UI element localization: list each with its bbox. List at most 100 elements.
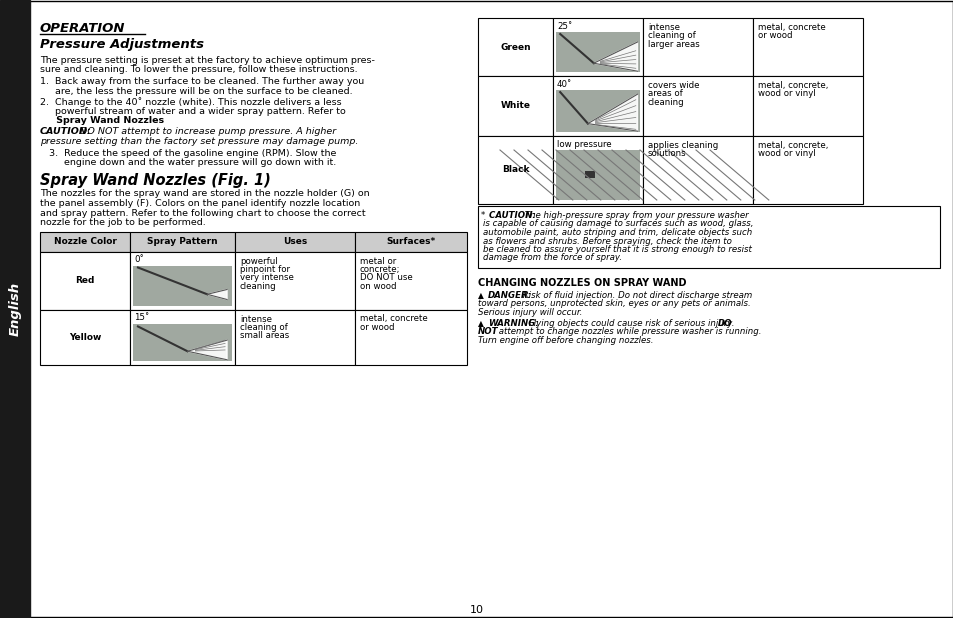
Text: intense: intense <box>240 315 272 323</box>
Bar <box>0 0 30 618</box>
Text: Black: Black <box>501 166 529 174</box>
Text: powerful stream of water and a wider spray pattern. Refer to: powerful stream of water and a wider spr… <box>40 106 345 116</box>
Text: on wood: on wood <box>359 282 396 291</box>
Text: Nozzle Color: Nozzle Color <box>53 237 116 246</box>
Text: metal, concrete,: metal, concrete, <box>758 81 827 90</box>
Text: damage from the force of spray.: damage from the force of spray. <box>482 253 621 263</box>
Text: Turn engine off before changing nozzles.: Turn engine off before changing nozzles. <box>477 336 653 345</box>
Text: pressure setting than the factory set pressure may damage pump.: pressure setting than the factory set pr… <box>40 137 358 146</box>
Bar <box>132 323 232 360</box>
Text: pinpoint for: pinpoint for <box>240 265 290 274</box>
Text: metal, concrete: metal, concrete <box>359 315 427 323</box>
Text: low pressure: low pressure <box>557 140 611 149</box>
Text: Risk of fluid injection. Do not direct discharge stream: Risk of fluid injection. Do not direct d… <box>519 291 752 300</box>
Text: metal, concrete: metal, concrete <box>758 23 825 32</box>
Bar <box>553 76 642 136</box>
Text: Green: Green <box>499 43 530 51</box>
Polygon shape <box>593 42 637 71</box>
Text: and spray pattern. Refer to the following chart to choose the correct: and spray pattern. Refer to the followin… <box>40 208 365 218</box>
Text: larger areas: larger areas <box>647 40 699 49</box>
Text: be cleaned to assure yourself that it is strong enough to resist: be cleaned to assure yourself that it is… <box>482 245 751 254</box>
Text: or wood: or wood <box>359 323 395 332</box>
Text: 1.  Back away from the surface to be cleaned. The further away you: 1. Back away from the surface to be clea… <box>40 77 364 86</box>
Text: applies cleaning: applies cleaning <box>647 141 718 150</box>
Text: The nozzles for the spray wand are stored in the nozzle holder (G) on: The nozzles for the spray wand are store… <box>40 190 369 198</box>
Text: White: White <box>500 101 530 111</box>
Bar <box>556 150 639 200</box>
Text: cleaning: cleaning <box>240 282 276 291</box>
Text: is capable of causing damage to surfaces such as wood, glass,: is capable of causing damage to surfaces… <box>482 219 753 229</box>
Bar <box>752 76 862 136</box>
Text: .: . <box>143 116 146 125</box>
Bar <box>752 136 862 204</box>
Text: ▲: ▲ <box>477 319 483 328</box>
Text: Yellow: Yellow <box>69 332 101 342</box>
Text: Pressure Adjustments: Pressure Adjustments <box>40 38 204 51</box>
Text: cleaning: cleaning <box>647 98 684 107</box>
Text: covers wide: covers wide <box>647 81 699 90</box>
Text: powerful: powerful <box>240 256 277 266</box>
Bar <box>556 32 639 72</box>
Text: wood or vinyl: wood or vinyl <box>758 90 815 98</box>
Text: as flowers and shrubs. Before spraying, check the item to: as flowers and shrubs. Before spraying, … <box>482 237 731 245</box>
Polygon shape <box>207 289 227 300</box>
Bar <box>130 310 234 365</box>
Polygon shape <box>187 340 227 360</box>
Text: 0˚: 0˚ <box>133 255 144 265</box>
Text: NOT: NOT <box>477 328 498 336</box>
Bar <box>40 252 130 310</box>
Text: intense: intense <box>647 23 679 32</box>
Text: very intense: very intense <box>240 274 294 282</box>
Text: The pressure setting is preset at the factory to achieve optimum pres-: The pressure setting is preset at the fa… <box>40 56 375 65</box>
Text: Surfaces*: Surfaces* <box>386 237 436 246</box>
Bar <box>477 76 553 136</box>
Text: CAUTION:: CAUTION: <box>40 127 91 137</box>
Bar <box>355 310 467 365</box>
Bar <box>642 136 752 204</box>
Text: concrete;: concrete; <box>359 265 400 274</box>
Bar <box>477 206 939 268</box>
Text: sure and cleaning. To lower the pressure, follow these instructions.: sure and cleaning. To lower the pressure… <box>40 66 357 75</box>
Text: the panel assembly (F). Colors on the panel identify nozzle location: the panel assembly (F). Colors on the pa… <box>40 199 360 208</box>
Bar <box>642 18 752 76</box>
Bar <box>130 252 234 310</box>
Text: engine down and the water pressure will go down with it.: engine down and the water pressure will … <box>40 158 335 167</box>
Bar <box>553 18 642 76</box>
Text: wood or vinyl: wood or vinyl <box>758 150 815 158</box>
Text: 10: 10 <box>470 605 483 615</box>
Bar <box>130 232 234 252</box>
Text: 3.  Reduce the speed of the gasoline engine (RPM). Slow the: 3. Reduce the speed of the gasoline engi… <box>40 148 336 158</box>
Bar <box>477 136 553 204</box>
Text: areas of: areas of <box>647 90 682 98</box>
Text: WARNING:: WARNING: <box>488 319 538 328</box>
Text: metal, concrete,: metal, concrete, <box>758 141 827 150</box>
Bar <box>40 310 130 365</box>
Text: toward persons, unprotected skin, eyes or any pets or animals.: toward persons, unprotected skin, eyes o… <box>477 300 750 308</box>
Bar <box>234 232 355 252</box>
Bar <box>553 136 642 204</box>
Text: Spray Wand Nozzles (Fig. 1): Spray Wand Nozzles (Fig. 1) <box>40 172 271 187</box>
Text: Spray Wand Nozzles: Spray Wand Nozzles <box>40 116 164 125</box>
Text: DO NOT use: DO NOT use <box>359 274 413 282</box>
Bar <box>234 310 355 365</box>
Text: 2.  Change to the 40˚ nozzle (white). This nozzle delivers a less: 2. Change to the 40˚ nozzle (white). Thi… <box>40 97 341 107</box>
Text: ▲: ▲ <box>477 291 483 300</box>
Bar <box>752 18 862 76</box>
Bar <box>556 90 639 132</box>
Text: attempt to change nozzles while pressure washer is running.: attempt to change nozzles while pressure… <box>496 328 760 336</box>
Text: 15˚: 15˚ <box>133 313 150 323</box>
Text: nozzle for the job to be performed.: nozzle for the job to be performed. <box>40 218 206 227</box>
Text: automobile paint, auto striping and trim, delicate objects such: automobile paint, auto striping and trim… <box>482 228 752 237</box>
Bar <box>355 232 467 252</box>
Text: Spray Pattern: Spray Pattern <box>147 237 217 246</box>
Polygon shape <box>587 94 637 131</box>
Text: *: * <box>480 211 485 220</box>
Text: Serious injury will occur.: Serious injury will occur. <box>477 308 581 317</box>
Text: cleaning of: cleaning of <box>647 32 695 41</box>
Text: OPERATION: OPERATION <box>40 22 126 35</box>
Text: Flying objects could cause risk of serious injury.: Flying objects could cause risk of serio… <box>525 319 737 328</box>
Text: Uses: Uses <box>283 237 307 246</box>
Text: 25˚: 25˚ <box>557 22 572 31</box>
Text: English: English <box>9 282 22 336</box>
Text: are, the less the pressure will be on the surface to be cleaned.: are, the less the pressure will be on th… <box>40 87 353 96</box>
